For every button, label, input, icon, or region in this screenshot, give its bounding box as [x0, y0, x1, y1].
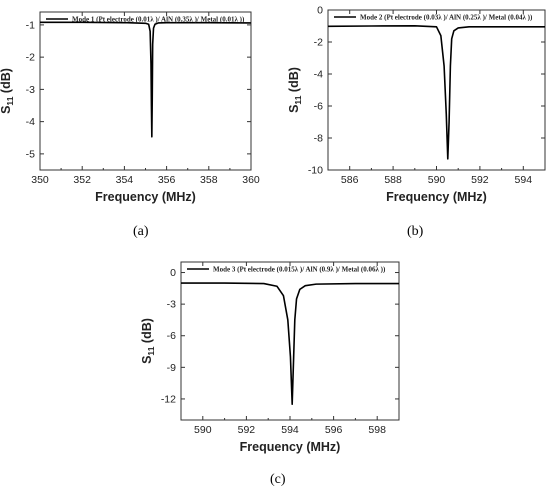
x-tick-label: 588 — [384, 174, 402, 186]
y-axis-title: S11 (dB) — [0, 68, 15, 114]
y-axis-title-sub: 11 — [293, 95, 303, 104]
caption-b: (b) — [407, 224, 424, 239]
legend-label: Mode 2 (Pt electrode (0.03λ )/ AlN (0.25… — [360, 14, 533, 22]
y-tick-label: 0 — [317, 5, 323, 17]
x-tick-label: 590 — [194, 424, 212, 436]
y-tick-label: -3 — [167, 299, 176, 311]
y-tick-label: -10 — [308, 165, 323, 177]
x-tick-label: 360 — [242, 174, 260, 186]
y-tick-label: -8 — [314, 133, 323, 145]
plot-frame — [39, 11, 252, 171]
chart-b: 586 588 590 592 594 0 -2 -4 -6 -8 -10 Mode 2 (Pt el… — [287, 5, 546, 204]
chart-panel-a: 350 352 354 356 358 360 -1 -2 -3 -4 -5 Mode 1 (Pt e… — [0, 0, 275, 210]
x-tick-label: 594 — [281, 424, 299, 436]
y-axis-title-main: S — [287, 105, 301, 113]
x-tick-label: 350 — [31, 174, 49, 186]
y-tick-label: -2 — [26, 52, 35, 64]
y-tick-label: -3 — [26, 84, 35, 96]
y-axis-title: S11 (dB) — [287, 67, 303, 113]
y-tick-label: -6 — [314, 101, 323, 113]
y-tick-label: -6 — [167, 330, 176, 342]
x-tick-label: 586 — [341, 174, 359, 186]
y-tick-label: -2 — [314, 37, 323, 49]
x-tick-label: 592 — [471, 174, 489, 186]
x-tick-label: 598 — [368, 424, 386, 436]
legend-label: Mode 3 (Pt electrode (0.015λ )/ AlN (0.9… — [213, 266, 386, 274]
y-axis-title-main: S — [0, 106, 13, 114]
y-tick-label: -1 — [26, 19, 35, 31]
chart-panel-c: 590 592 594 596 598 0 -3 -6 -9 -12 Mode 3 (Pt elec… — [130, 250, 420, 462]
y-tick-label: -4 — [26, 116, 35, 128]
y-tick-label: 0 — [170, 267, 176, 279]
y-axis-title-main: S — [140, 356, 154, 364]
x-tick-label: 596 — [325, 424, 343, 436]
y-axis-title: S11 (dB) — [140, 318, 156, 364]
x-tick-label: 594 — [515, 174, 533, 186]
y-axis-title-unit: (dB) — [0, 68, 13, 96]
y-tick-label: -9 — [167, 362, 176, 374]
x-tick-label: 590 — [428, 174, 446, 186]
legend-label: Mode 1 (Pt electrode (0.01λ )/ AlN (0.35… — [72, 16, 245, 24]
series-line — [40, 21, 252, 138]
chart-panel-b: 586 588 590 592 594 0 -2 -4 -6 -8 -10 Mode 2 (Pt el… — [278, 0, 550, 210]
y-tick-label: -5 — [26, 148, 35, 160]
y-axis-title-sub: 11 — [5, 96, 15, 105]
x-tick-label: 352 — [73, 174, 91, 186]
y-axis-title-sub: 11 — [146, 346, 156, 355]
x-tick-label: 356 — [158, 174, 176, 186]
chart-c: 590 592 594 596 598 0 -3 -6 -9 -12 Mode 3 (Pt elec… — [140, 261, 400, 454]
x-tick-label: 358 — [200, 174, 218, 186]
caption-a: (a) — [133, 224, 149, 239]
x-tick-label: 354 — [116, 174, 134, 186]
y-axis-title-unit: (dB) — [140, 318, 154, 346]
x-tick-label: 592 — [238, 424, 256, 436]
y-tick-label: -12 — [161, 393, 176, 405]
x-axis-title: Frequency (MHz) — [386, 190, 487, 204]
y-axis-title-unit: (dB) — [287, 67, 301, 95]
y-tick-label: -4 — [314, 69, 323, 81]
chart-a: 350 352 354 356 358 360 -1 -2 -3 -4 -5 Mode 1 (Pt e… — [0, 11, 260, 204]
caption-c: (c) — [270, 472, 286, 487]
x-axis-title: Frequency (MHz) — [240, 440, 341, 454]
x-axis-title: Frequency (MHz) — [95, 190, 196, 204]
series-line — [181, 282, 399, 405]
plot-frame — [327, 9, 546, 171]
series-line — [327, 25, 545, 160]
